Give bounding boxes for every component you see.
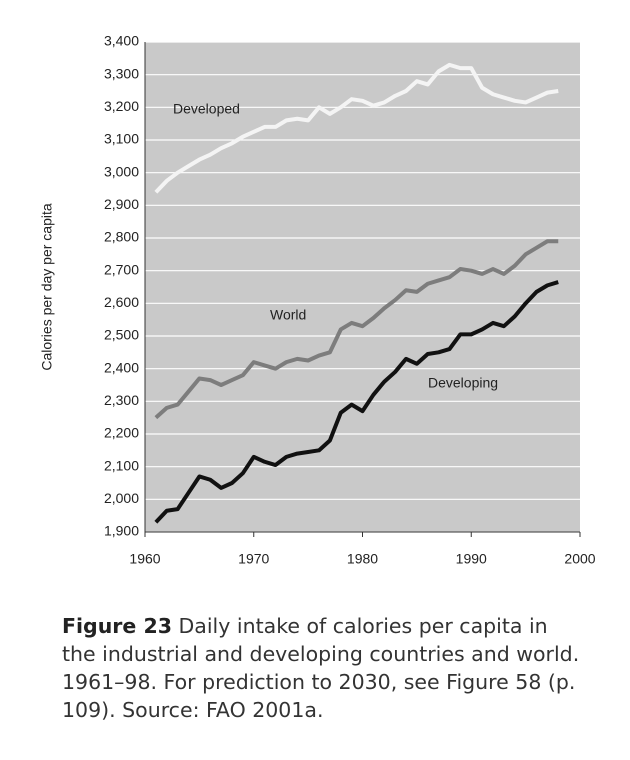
- y-tick-label: 2,300: [104, 392, 139, 408]
- y-tick-label: 3,200: [104, 98, 139, 114]
- x-tick-label: 2000: [564, 551, 595, 567]
- y-tick-label: 3,400: [104, 33, 139, 49]
- y-tick-label: 3,000: [104, 163, 139, 179]
- y-tick-label: 2,900: [104, 196, 139, 212]
- caption-text: Daily intake of calories per capita in t…: [62, 614, 580, 722]
- series-line: [154, 280, 559, 524]
- y-tick-label: 2,000: [104, 490, 139, 506]
- y-tick-label: 3,100: [104, 131, 139, 147]
- y-tick-label: 2,600: [104, 294, 139, 310]
- y-tick-label: 2,500: [104, 327, 139, 343]
- caption: Figure 23 Daily intake of calories per c…: [62, 612, 582, 724]
- series-label: World: [270, 307, 306, 323]
- series-line: [154, 62, 559, 194]
- y-tick-label: 2,200: [104, 425, 139, 441]
- chart: Calories per day per capita 1,900 2,000 2,…: [39, 33, 596, 567]
- y-tick-label: 2,400: [104, 359, 139, 375]
- y-tick-label: 1,900: [104, 523, 139, 539]
- x-tick-label: 1990: [456, 551, 487, 567]
- y-tick-label: 2,700: [104, 261, 139, 277]
- x-tick-label: 1960: [129, 551, 160, 567]
- caption-label: Figure 23: [62, 614, 172, 638]
- plot-background: [145, 42, 580, 532]
- x-tick-label: 1970: [238, 551, 269, 567]
- series-line: [154, 239, 559, 420]
- y-tick-label: 3,300: [104, 65, 139, 81]
- y-axis-label: Calories per day per capita: [39, 203, 55, 371]
- series-label: Developed: [173, 101, 240, 117]
- series-label: Developing: [428, 375, 498, 391]
- y-tick-label: 2,800: [104, 229, 139, 245]
- x-tick-label: 1980: [347, 551, 378, 567]
- y-tick-label: 2,100: [104, 457, 139, 473]
